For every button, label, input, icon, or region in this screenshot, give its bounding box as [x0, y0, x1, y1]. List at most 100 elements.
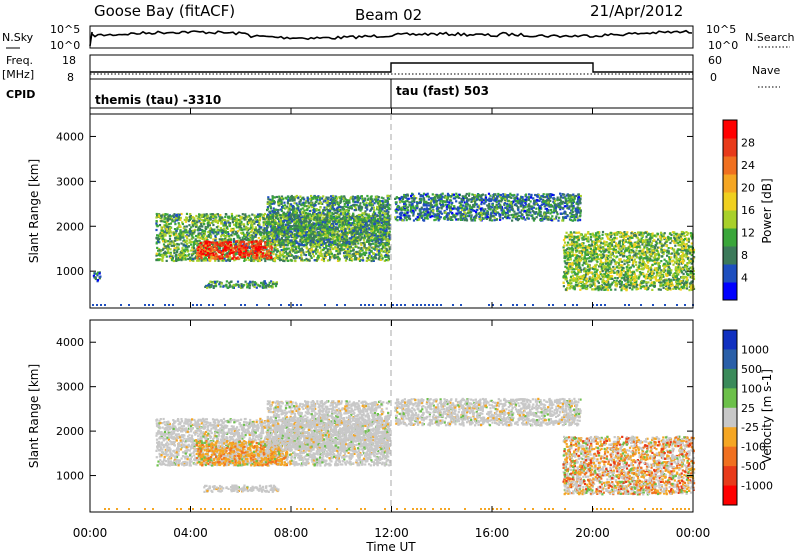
data-cell	[266, 243, 269, 247]
data-cell	[208, 256, 211, 259]
data-cell	[157, 236, 160, 239]
data-cell	[379, 217, 382, 220]
data-cell	[183, 255, 186, 259]
data-cell	[286, 252, 289, 255]
data-cell	[231, 221, 234, 224]
data-cell	[368, 228, 371, 231]
nsky-tick-high: 10^5	[50, 23, 80, 36]
data-cell	[234, 245, 237, 248]
data-cell	[323, 237, 326, 240]
data-cell	[301, 212, 304, 215]
data-cell	[243, 240, 246, 244]
data-cell	[159, 234, 162, 237]
data-cell	[212, 241, 215, 244]
data-cell	[220, 259, 223, 262]
data-cell	[337, 234, 340, 237]
data-cell	[220, 255, 223, 258]
data-cell	[219, 247, 222, 250]
data-cell	[182, 249, 185, 252]
data-cell	[323, 216, 326, 219]
data-cell	[190, 246, 194, 249]
data-cell	[323, 234, 326, 237]
data-cell	[261, 231, 264, 234]
data-cell	[206, 226, 209, 229]
data-cell	[182, 258, 185, 261]
data-cell	[172, 240, 175, 243]
data-cell	[305, 222, 308, 225]
data-cell	[218, 238, 221, 241]
data-cell	[270, 256, 273, 260]
data-cell	[169, 248, 172, 251]
data-cell	[202, 230, 205, 233]
data-cell	[307, 231, 311, 234]
data-cell	[295, 248, 298, 251]
data-cell	[326, 223, 329, 226]
data-cell	[175, 253, 178, 256]
data-cell	[297, 222, 300, 225]
data-cell	[321, 255, 324, 258]
data-cell	[273, 228, 276, 231]
data-cell	[196, 229, 199, 232]
data-cell	[343, 225, 346, 228]
data-cell	[380, 255, 383, 258]
data-cell	[381, 247, 384, 250]
data-cell	[237, 239, 240, 242]
data-cell	[193, 230, 196, 233]
data-cell	[345, 216, 348, 219]
data-cell	[250, 220, 253, 223]
data-cell	[174, 236, 177, 239]
data-cell	[209, 221, 212, 225]
data-cell	[252, 220, 255, 223]
data-cell	[224, 220, 227, 223]
data-cell	[187, 257, 190, 261]
data-cell	[195, 242, 198, 245]
data-cell	[263, 241, 267, 244]
data-cell	[178, 232, 181, 235]
data-cell	[370, 217, 373, 220]
data-cell	[289, 197, 292, 200]
data-cell	[371, 246, 374, 249]
data-cell	[168, 235, 171, 238]
data-cell	[317, 236, 320, 239]
data-cell	[192, 221, 195, 225]
data-cell	[267, 252, 270, 255]
data-cell	[292, 249, 295, 252]
data-cell	[164, 213, 167, 216]
data-cell	[329, 250, 332, 253]
data-cell	[348, 251, 351, 254]
data-cell	[320, 249, 323, 252]
data-cell	[226, 231, 229, 234]
data-cell	[323, 209, 326, 212]
data-cell	[363, 228, 366, 231]
data-cell	[193, 228, 196, 231]
data-cell	[213, 215, 216, 218]
data-cell	[339, 212, 342, 215]
data-cell	[155, 254, 158, 257]
data-cell	[284, 247, 287, 251]
data-cell	[162, 236, 165, 239]
data-cell	[370, 230, 373, 233]
data-cell	[161, 248, 164, 252]
data-cell	[285, 248, 289, 251]
data-cell	[252, 259, 255, 263]
data-cell	[278, 224, 281, 227]
data-cell	[301, 236, 304, 239]
beam-title: Beam 02	[355, 6, 422, 24]
data-cell	[279, 219, 282, 222]
data-cell	[253, 256, 256, 260]
data-cell	[178, 234, 181, 237]
data-cell	[302, 229, 305, 232]
data-cell	[362, 242, 365, 245]
data-cell	[256, 220, 259, 223]
data-cell	[213, 230, 216, 233]
data-cell	[303, 244, 306, 247]
data-cell	[185, 225, 188, 228]
data-cell	[249, 250, 252, 253]
data-cell	[162, 220, 165, 223]
data-cell	[174, 233, 178, 236]
data-cell	[341, 248, 344, 251]
data-cell	[158, 224, 162, 227]
data-cell	[269, 214, 272, 217]
data-cell	[341, 235, 344, 239]
data-cell	[188, 238, 191, 241]
